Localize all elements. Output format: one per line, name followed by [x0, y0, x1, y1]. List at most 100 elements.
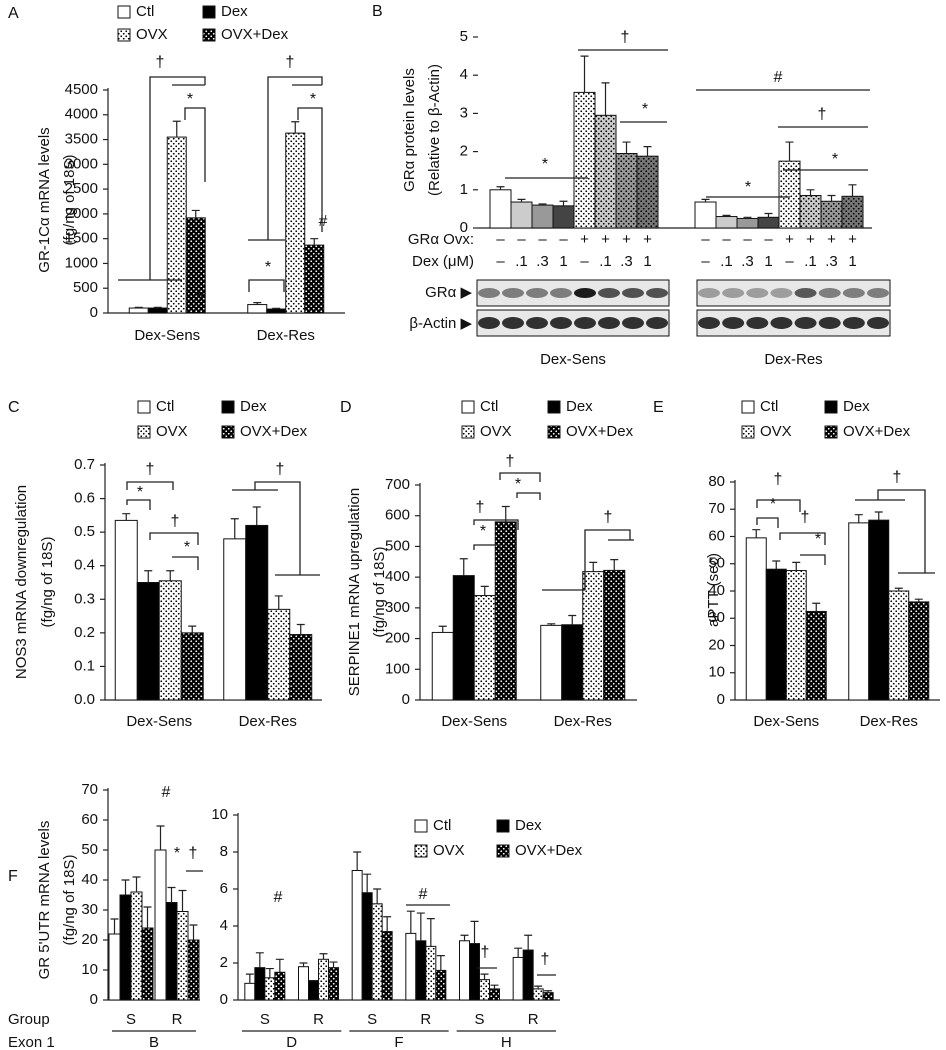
dex-label: .1: [720, 253, 733, 270]
bar: [561, 624, 584, 701]
y-tick-label: 2500: [65, 180, 98, 197]
blot-band: [550, 317, 572, 329]
y-axis-label: (fg/ng of 18S): [61, 155, 78, 246]
error-bar: [743, 216, 752, 219]
legend-swatch: [202, 28, 216, 42]
bar: [799, 195, 822, 229]
legend-swatch: [741, 425, 755, 439]
y-tick-label: 50: [708, 555, 725, 572]
legend-label: Dex: [240, 398, 267, 415]
significance-mark: *: [745, 179, 751, 196]
bar: [715, 216, 738, 229]
y-tick-label: 2: [460, 143, 468, 160]
error-bar: [914, 598, 923, 602]
bar: [304, 244, 325, 314]
error-bar: [610, 559, 619, 571]
x-tick-label: Dex-Sens: [441, 713, 507, 730]
row-label: GRα Ovx:: [408, 231, 474, 248]
y-tick-label: 10: [211, 806, 228, 823]
bar: [130, 891, 143, 1001]
error-bar: [252, 506, 261, 526]
significance-mark: #: [774, 69, 783, 86]
significance-bracket: [800, 554, 826, 565]
error-bar: [827, 194, 836, 202]
blot-band: [770, 288, 793, 298]
legend-swatch: [496, 844, 510, 858]
error-bar: [601, 82, 610, 116]
error-bar: [501, 505, 510, 522]
error-bar: [517, 198, 526, 203]
y-tick-label: 30: [708, 609, 725, 626]
row-label: Group: [8, 1011, 50, 1028]
error-bar: [496, 186, 505, 190]
error-bar: [363, 873, 372, 893]
error-bar: [806, 189, 815, 196]
significance-mark: *: [770, 496, 776, 513]
bar: [452, 575, 475, 701]
y-tick-label: 4500: [65, 81, 98, 98]
y-tick-label: 30: [81, 901, 98, 918]
bar: [266, 308, 287, 314]
error-bar: [189, 924, 198, 940]
legend-label: OVX+Dex: [240, 423, 308, 440]
blot-band: [818, 317, 841, 329]
y-tick-label: 40: [708, 582, 725, 599]
group-label: Dex-Res: [764, 351, 822, 368]
error-bar: [438, 625, 447, 633]
bar: [285, 132, 306, 314]
y-axis-label: (fg/ng of 18S): [39, 537, 56, 628]
y-tick-label: 200: [385, 630, 410, 647]
significance-mark: *: [480, 523, 486, 540]
error-bar: [255, 952, 264, 968]
y-tick-label: 8: [220, 843, 228, 860]
error-bar: [166, 570, 175, 581]
significance-mark: †: [818, 106, 827, 123]
ovx-label: –: [517, 231, 526, 248]
y-tick-label: 70: [708, 500, 725, 517]
error-bar: [353, 851, 362, 871]
legend-label: OVX+Dex: [566, 423, 634, 440]
blot-band: [478, 317, 500, 329]
dex-label: .1: [515, 253, 528, 270]
dex-label: –: [496, 253, 505, 270]
significance-mark: †: [541, 951, 550, 968]
legend-swatch: [824, 400, 838, 414]
bar: [531, 204, 554, 229]
bar: [540, 624, 563, 701]
bar: [289, 634, 313, 701]
error-bar: [319, 953, 328, 960]
bar: [381, 931, 393, 1001]
blot-band: [842, 317, 865, 329]
bar: [166, 136, 187, 314]
x-tick-label: S: [474, 1011, 484, 1028]
error-bar: [764, 212, 773, 218]
error-bar: [416, 912, 425, 941]
y-tick-label: 300: [385, 599, 410, 616]
legend-swatch: [461, 425, 475, 439]
x-tick-label: R: [528, 1011, 539, 1028]
panel-letter: A: [8, 5, 19, 22]
bar: [425, 945, 437, 1001]
blot-band: [842, 288, 865, 298]
y-tick-label: 2: [220, 954, 228, 971]
error-bar: [752, 529, 761, 538]
y-tick-label: 0: [717, 691, 725, 708]
bar: [128, 307, 149, 314]
bar: [603, 569, 626, 701]
error-bar: [589, 561, 598, 572]
blot-band: [698, 317, 720, 329]
y-tick-label: 0.2: [74, 624, 95, 641]
significance-bracket: [126, 499, 151, 510]
y-tick-label: 0: [460, 219, 468, 236]
ovx-label: –: [764, 231, 773, 248]
bar: [479, 979, 490, 1001]
error-bar: [848, 184, 857, 197]
y-tick-label: 20: [81, 931, 98, 948]
x-tick-label: Dex-Sens: [126, 713, 192, 730]
exon-label: B: [149, 1034, 159, 1050]
exon-label: F: [394, 1034, 403, 1050]
y-tick-label: 0.3: [74, 590, 95, 607]
y-tick-label: 2000: [65, 205, 98, 222]
x-tick-label: R: [313, 1011, 324, 1028]
